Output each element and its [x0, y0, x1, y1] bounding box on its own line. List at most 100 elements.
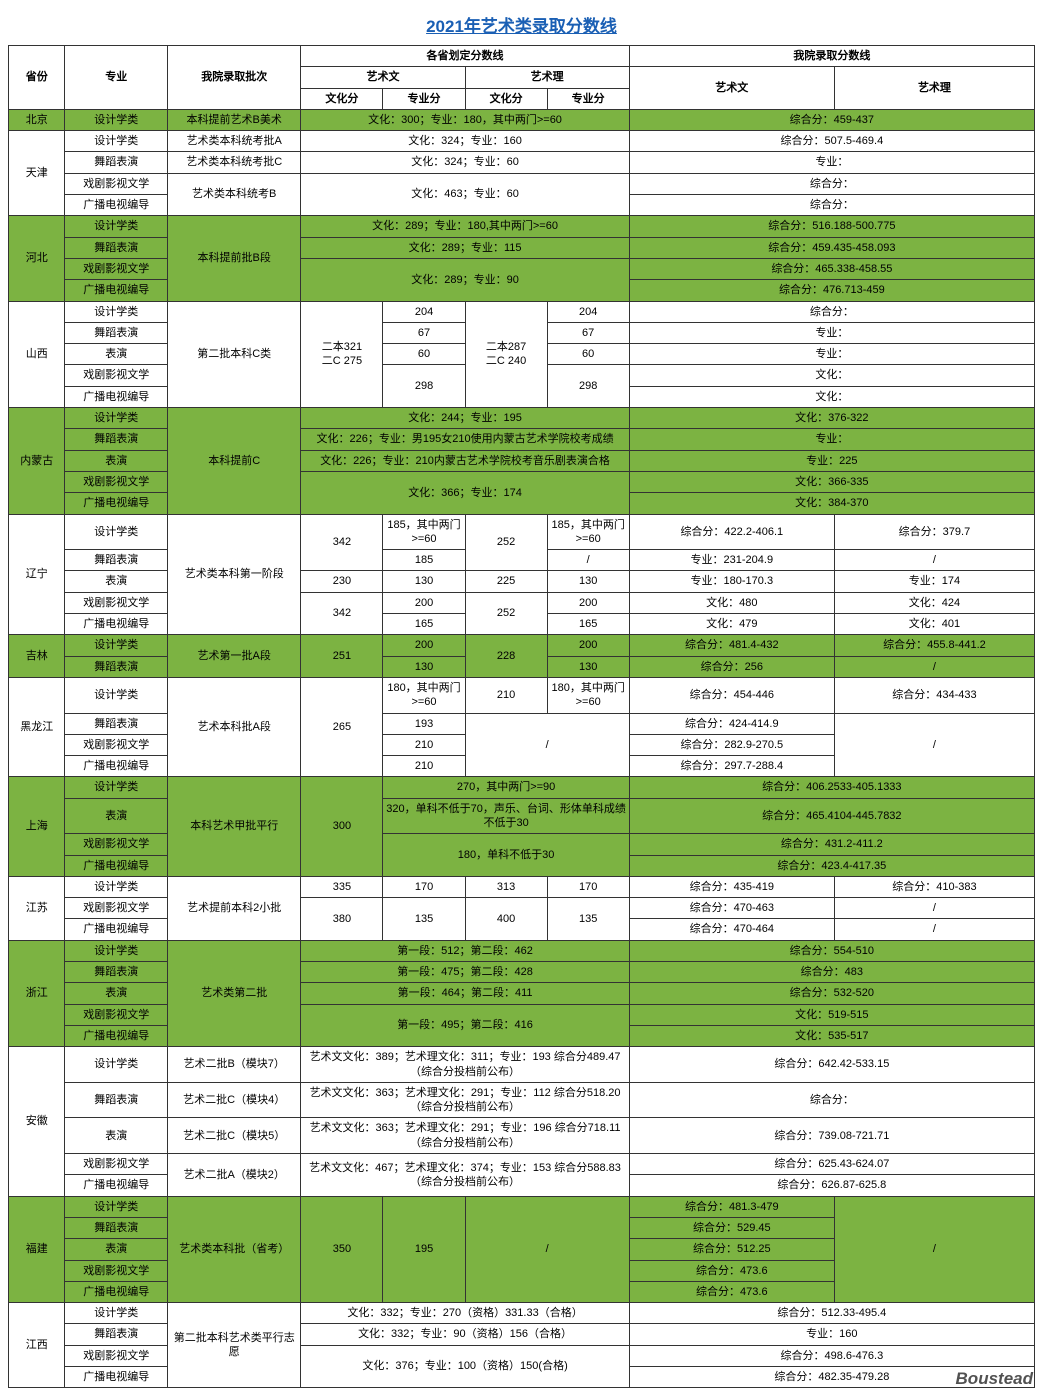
cell: 综合分：476.713-459	[629, 280, 1034, 301]
cell: 专业：	[629, 152, 1034, 173]
cell: 综合分：422.2-406.1	[629, 514, 834, 550]
batch-cell: 艺术二批B（模块7）	[168, 1047, 301, 1083]
th-major: 专业	[65, 46, 168, 110]
cell: 300	[301, 777, 383, 876]
cell: 文化：366-335	[629, 471, 1034, 492]
province-cell: 辽宁	[9, 514, 65, 635]
cell: 文化：535-517	[629, 1025, 1034, 1046]
batch-cell: 本科艺术甲批平行	[168, 777, 301, 876]
province-cell: 浙江	[9, 940, 65, 1046]
table-row: 辽宁设计学类艺术类本科第一阶段342185，其中两门>=60252185，其中两…	[9, 514, 1035, 550]
th-our-line: 我院录取分数线	[629, 46, 1034, 67]
cell: 210	[383, 734, 465, 755]
cell: 400	[465, 898, 547, 941]
batch-cell: 艺术类本科批（省考）	[168, 1196, 301, 1302]
cell: 200	[383, 592, 465, 613]
cell: 185，其中两门>=60	[383, 514, 465, 550]
cell: 130	[547, 571, 629, 592]
cell: 文化：324；专业：60	[301, 152, 629, 173]
cell: 350	[301, 1196, 383, 1302]
major-cell: 广播电视编导	[65, 919, 168, 940]
cell: 230	[301, 571, 383, 592]
table-row: 浙江设计学类艺术类第二批第一段：512；第二段：462综合分：554-510	[9, 940, 1035, 961]
cell: 专业：231-204.9	[629, 550, 834, 571]
cell: 综合分：454-446	[629, 677, 834, 713]
cell: 180，其中两门>=60	[383, 677, 465, 713]
province-cell: 山西	[9, 301, 65, 407]
cell: 综合分：406.2533-405.1333	[629, 777, 1034, 798]
table-row: 表演第一段：464；第二段：411综合分：532-520	[9, 983, 1035, 1004]
major-cell: 戏剧影视文学	[65, 834, 168, 855]
cell: 综合分：473.6	[629, 1260, 834, 1281]
cell: 文化：244；专业：195	[301, 408, 629, 429]
province-cell: 河北	[9, 216, 65, 301]
cell: /	[465, 713, 629, 777]
cell: 320，单科不低于70，声乐、台词、形体单科成绩不低于30	[383, 798, 629, 834]
cell: 综合分：465.338-458.55	[629, 258, 1034, 279]
cell: 文化：226；专业：210内蒙古艺术学院校考音乐剧表演合格	[301, 450, 629, 471]
cell: /	[834, 919, 1034, 940]
cell: 文化：300；专业：180，其中两门>=60	[301, 109, 629, 130]
th-artwen-1: 艺术文	[301, 67, 465, 88]
cell: 二本287 二C 240	[465, 301, 547, 407]
table-row: 天津设计学类艺术类本科统考批A文化：324；专业：160综合分：507.5-46…	[9, 131, 1035, 152]
major-cell: 戏剧影视文学	[65, 258, 168, 279]
major-cell: 戏剧影视文学	[65, 471, 168, 492]
cell: 225	[465, 571, 547, 592]
table-row: 戏剧影视文学第一段：495；第二段：416文化：519-515	[9, 1004, 1035, 1025]
table-row: 山西设计学类第二批本科C类二本321 二C 275204二本287 二C 240…	[9, 301, 1035, 322]
major-cell: 戏剧影视文学	[65, 898, 168, 919]
cell: 综合分：297.7-288.4	[629, 756, 834, 777]
cell: 252	[465, 514, 547, 571]
cell: 文化：	[629, 365, 1034, 386]
cell: 135	[383, 898, 465, 941]
cell: 文化：366；专业：174	[301, 471, 629, 514]
major-cell: 设计学类	[65, 216, 168, 237]
cell: 文化：376-322	[629, 408, 1034, 429]
major-cell: 表演	[65, 798, 168, 834]
cell: 综合分：	[629, 195, 1034, 216]
cell: 文化：332；专业：270（资格）331.33（合格）	[301, 1303, 629, 1324]
cell: 第一段：495；第二段：416	[301, 1004, 629, 1047]
cell: 228	[465, 635, 547, 678]
cell: 综合分：642.42-533.15	[629, 1047, 1034, 1083]
cell: 313	[465, 876, 547, 897]
table-row: 表演230130225130专业：180-170.3专业：174	[9, 571, 1035, 592]
cell: 文化：289；专业：90	[301, 258, 629, 301]
cell: 130	[383, 571, 465, 592]
major-cell: 戏剧影视文学	[65, 734, 168, 755]
cell: 210	[383, 756, 465, 777]
cell: 专业：	[629, 429, 1034, 450]
cell: 204	[383, 301, 465, 322]
major-cell: 戏剧影视文学	[65, 592, 168, 613]
th-zhuanye-2: 专业分	[547, 88, 629, 109]
major-cell: 表演	[65, 571, 168, 592]
cell: /	[834, 713, 1034, 777]
cell: 文化：289；专业：115	[301, 237, 629, 258]
cell: 综合分：	[629, 301, 1034, 322]
major-cell: 广播电视编导	[65, 386, 168, 407]
batch-cell: 艺术二批C（模块4）	[168, 1082, 301, 1118]
major-cell: 广播电视编导	[65, 280, 168, 301]
cell: 130	[383, 656, 465, 677]
table-row: 上海设计学类本科艺术甲批平行300270，其中两门>=90综合分：406.253…	[9, 777, 1035, 798]
cell: 335	[301, 876, 383, 897]
th-wenhua-1: 文化分	[301, 88, 383, 109]
cell: 210	[465, 677, 547, 713]
cell: 综合分：512.33-495.4	[629, 1303, 1034, 1324]
cell: 综合分：512.25	[629, 1239, 834, 1260]
major-cell: 表演	[65, 344, 168, 365]
table-row: 福建设计学类艺术类本科批（省考）350195/综合分：481.3-479/	[9, 1196, 1035, 1217]
batch-cell: 艺术提前本科2小批	[168, 876, 301, 940]
major-cell: 设计学类	[65, 408, 168, 429]
cell: 200	[383, 635, 465, 656]
table-row: 舞蹈表演艺术类本科统考批C文化：324；专业：60专业：	[9, 152, 1035, 173]
batch-cell: 艺术本科批A段	[168, 677, 301, 776]
cell: 文化：480	[629, 592, 834, 613]
cell: 文化：332；专业：90（资格）156（合格）	[301, 1324, 629, 1345]
major-cell: 广播电视编导	[65, 614, 168, 635]
province-cell: 内蒙古	[9, 408, 65, 514]
cell: 170	[383, 876, 465, 897]
major-cell: 广播电视编导	[65, 1025, 168, 1046]
table-row: 北京设计学类本科提前艺术B美术文化：300；专业：180，其中两门>=60综合分…	[9, 109, 1035, 130]
